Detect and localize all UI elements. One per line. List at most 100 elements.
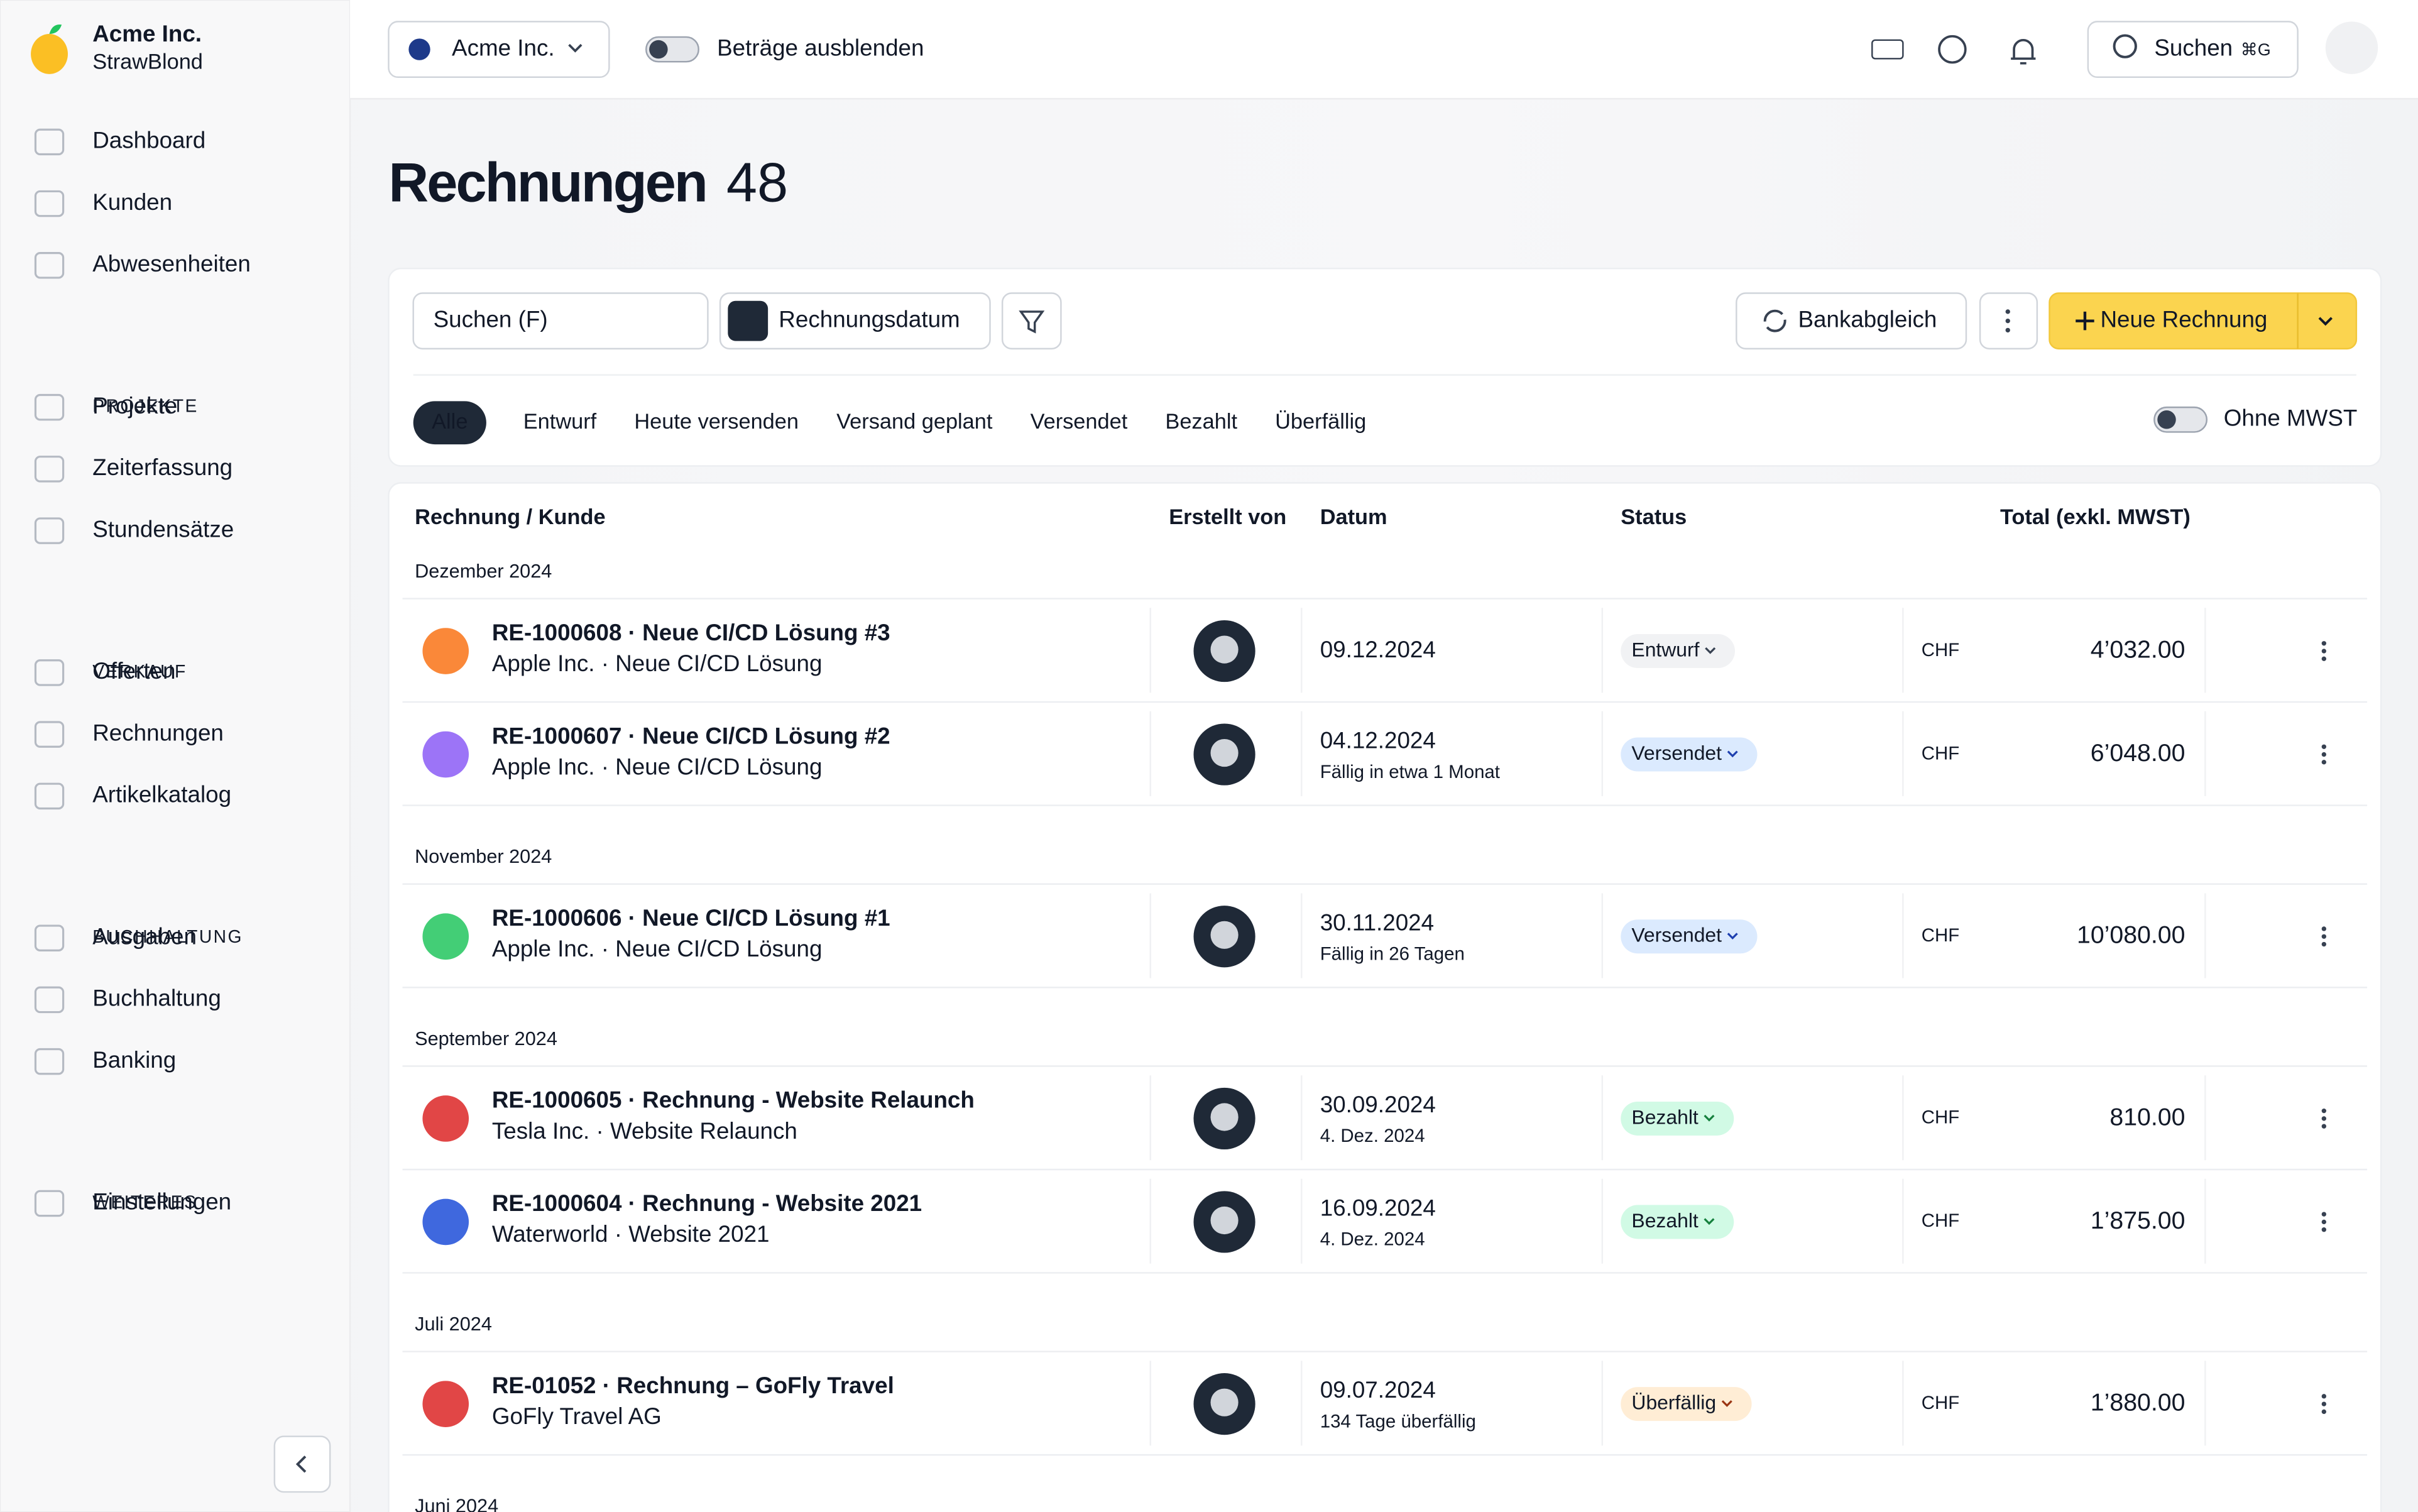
nav-item[interactable]: Ausgaben [92, 923, 197, 949]
help-icon[interactable] [1938, 35, 1967, 64]
status-pill[interactable] [1621, 634, 1735, 669]
row-menu-dot[interactable] [2321, 1212, 2327, 1217]
creator-face [1210, 1388, 1239, 1416]
sort-button[interactable] [719, 292, 991, 350]
creator-face [1210, 635, 1239, 664]
nav-item[interactable]: Kunden [92, 189, 172, 215]
status-tab[interactable]: Bezahlt [1165, 410, 1237, 434]
invoice-title[interactable]: RE-1000606 · Neue CI/CD Lösung #1 [492, 905, 890, 931]
nav-icon [34, 782, 65, 810]
nav-item[interactable]: Offerten [92, 658, 175, 684]
row-menu-dot[interactable] [2321, 1401, 2327, 1406]
row-menu-dot[interactable] [2321, 1219, 2327, 1225]
search-button[interactable] [2087, 21, 2299, 78]
creator-face [1210, 1103, 1239, 1131]
row-menu-dot[interactable] [2321, 1227, 2327, 1232]
currency: CHF [1922, 743, 1959, 764]
customer-logo [422, 1095, 469, 1142]
row-menu-dot[interactable] [2321, 941, 2327, 947]
row-menu-dot[interactable] [2321, 1124, 2327, 1129]
invoice-total: 1’875.00 [2091, 1207, 2186, 1234]
row-menu-dot[interactable] [2321, 760, 2327, 765]
status-tab[interactable]: Heute versenden [634, 410, 799, 434]
nav-item[interactable]: Einstellungen [92, 1189, 231, 1215]
row-menu-dot[interactable] [2321, 926, 2327, 931]
search-placeholder: Suchen (F) [434, 306, 548, 332]
row-menu-dot[interactable] [2321, 1394, 2327, 1399]
nav-item[interactable]: Banking [92, 1047, 176, 1073]
nav-icon [34, 456, 65, 483]
filter-button[interactable] [1001, 292, 1062, 350]
refresh-icon [1763, 309, 1786, 332]
nav-section-heading: PROJEKTE [92, 396, 199, 416]
nav-item[interactable]: Artikelkatalog [92, 782, 231, 808]
row-menu-dot[interactable] [2321, 1108, 2327, 1114]
row-menu-dot[interactable] [2321, 1409, 2327, 1415]
new-invoice-button[interactable] [2049, 292, 2358, 350]
invoice-count: 48 [726, 151, 788, 213]
status-label: Versendet [1631, 924, 1722, 946]
invoice-title[interactable]: RE-1000608 · Neue CI/CD Lösung #3 [492, 620, 890, 645]
status-pill[interactable] [1621, 737, 1758, 772]
row-menu-dot[interactable] [2321, 649, 2327, 654]
invoice-title[interactable]: RE-1000605 · Rechnung - Website Relaunch [492, 1087, 975, 1113]
toggle-knob [2157, 410, 2176, 429]
nav-icon [34, 252, 65, 279]
nav-section-heading: WEITERES [92, 1192, 197, 1212]
date-note: 4. Dez. 2024 [1320, 1229, 1425, 1250]
invoice-title[interactable]: RE-1000607 · Neue CI/CD Lösung #2 [492, 723, 890, 748]
group-label: Juli 2024 [415, 1313, 492, 1335]
nav-icon [34, 924, 65, 951]
row-menu-dot[interactable] [2321, 744, 2327, 749]
chevron [568, 43, 583, 53]
dot [2005, 309, 2010, 314]
row-menu-dot[interactable] [2321, 1116, 2327, 1121]
currency: CHF [1922, 1210, 1959, 1231]
customer-logo [422, 731, 469, 778]
status-pill[interactable] [1621, 1205, 1734, 1239]
nav-item[interactable]: Stundensätze [92, 516, 234, 542]
customer-logo [422, 1381, 469, 1427]
status-pill[interactable] [1621, 919, 1758, 954]
status-tab[interactable]: Versand geplant [836, 410, 993, 434]
status-label: Entwurf [1631, 638, 1699, 660]
status-pill[interactable] [1621, 1387, 1752, 1422]
nav-icon [34, 1190, 65, 1217]
invoice-title[interactable]: RE-01052 · Rechnung – GoFly Travel [492, 1372, 894, 1398]
row-menu-dot[interactable] [2321, 641, 2327, 646]
status-label: Bezahlt [1631, 1209, 1698, 1232]
bell-icon[interactable] [2011, 39, 2036, 65]
column-header: Datum [1320, 505, 1387, 529]
organization-selector[interactable] [388, 21, 610, 78]
row-menu-dot[interactable] [2321, 656, 2327, 662]
currency: CHF [1922, 640, 1959, 660]
status-chevron [1704, 1218, 1715, 1225]
nav-item[interactable]: Projekte [92, 393, 177, 419]
nav-item[interactable]: Dashboard [92, 128, 205, 153]
status-tab[interactable]: Versendet [1031, 410, 1128, 434]
collapse-button[interactable] [273, 1435, 331, 1493]
status-pill[interactable] [1621, 1101, 1734, 1136]
status-tab[interactable]: Alle [432, 410, 468, 434]
currency: CHF [1922, 925, 1959, 946]
bank-reconciliation-button[interactable] [1736, 292, 1967, 350]
invoice-title[interactable]: RE-1000604 · Rechnung - Website 2021 [492, 1190, 922, 1216]
nav-item[interactable]: Abwesenheiten [92, 251, 251, 277]
status-tab[interactable]: Überfällig [1275, 410, 1366, 434]
organization-logo [408, 38, 430, 60]
user-avatar[interactable] [2325, 21, 2378, 74]
row-menu-dot[interactable] [2321, 752, 2327, 757]
status-tab[interactable]: Entwurf [523, 410, 597, 434]
chevron[interactable] [2318, 317, 2333, 326]
row-menu-dot[interactable] [2321, 934, 2327, 939]
currency: CHF [1922, 1393, 1959, 1413]
invoice-date: 30.11.2024 [1320, 909, 1434, 935]
keyboard-icon[interactable] [1871, 39, 1904, 60]
nav-item[interactable]: Buchhaltung [92, 985, 221, 1011]
nav-item[interactable]: Rechnungen [92, 720, 224, 745]
search-input[interactable] [412, 292, 709, 350]
date-note: 134 Tage überfällig [1320, 1411, 1476, 1432]
status-label: Bezahlt [1631, 1105, 1698, 1128]
nav-item[interactable]: Zeiterfassung [92, 454, 232, 480]
column-header: Rechnung / Kunde [415, 505, 605, 529]
